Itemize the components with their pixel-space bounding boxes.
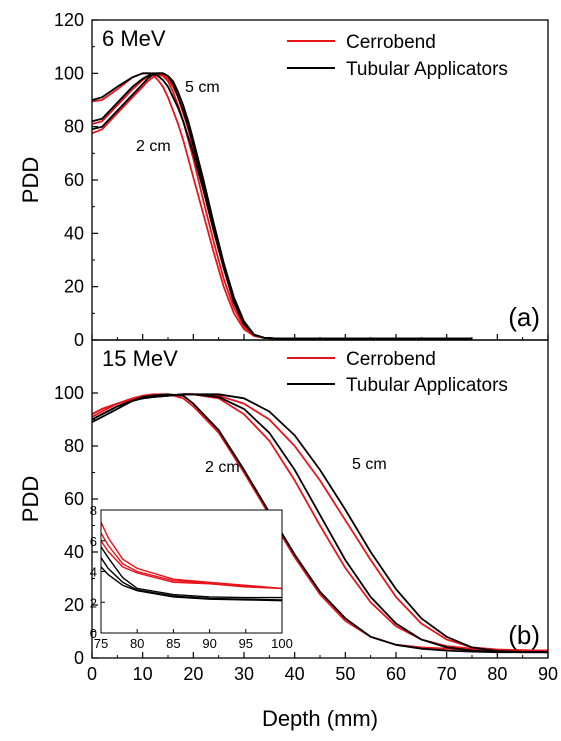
y-tick-label: 40	[64, 542, 84, 562]
inset-series-line	[101, 540, 282, 590]
y-tick-label: 100	[54, 63, 84, 83]
y-axis-label: PDD	[18, 476, 43, 522]
series-line-tubular-5	[92, 393, 548, 654]
inset-series-line	[101, 557, 282, 601]
series-line-cerrobend-2	[92, 73, 472, 340]
inset-x-tick-label: 100	[271, 636, 293, 651]
inset-series-line	[101, 566, 282, 602]
y-tick-label: 0	[74, 648, 84, 668]
y-tick-label: 40	[64, 223, 84, 243]
inset-x-tick-label: 85	[166, 636, 180, 651]
series-group	[92, 72, 472, 340]
y-axis-label: PDD	[18, 157, 43, 203]
legend-entry: Tubular Applicators	[346, 59, 508, 80]
y-tick-label: 0	[74, 330, 84, 350]
legend-entry: Tubular Applicators	[346, 375, 508, 396]
field-size-annotation: 2 cm	[205, 459, 240, 476]
series-line-tubular-3	[92, 72, 472, 340]
inset-y-tick-label: 6	[90, 534, 97, 549]
panel-a: 0 20 40 60 80 100 120 PDD 6 MeV (a) Cerrobend Tubul…	[18, 10, 549, 350]
inset-series-line	[101, 522, 282, 590]
x-tick-label: 0	[87, 664, 97, 684]
x-tick-label: 40	[285, 664, 305, 684]
x-tick-label: 90	[538, 664, 558, 684]
x-tick-label: 80	[487, 664, 507, 684]
panel-label: (a)	[508, 302, 540, 332]
series-line-tubular-5	[92, 72, 472, 340]
inset-y-tick-label: 2	[90, 595, 97, 610]
y-tick-label: 100	[54, 383, 84, 403]
x-tick-label: 30	[234, 664, 254, 684]
inset-y-tick-label: 8	[90, 503, 97, 518]
inset-chart: 0 2 4 6 8 75 80 85 90 95 100	[90, 503, 293, 651]
field-size-annotation: 2 cm	[136, 138, 171, 155]
y-tick-label: 80	[64, 117, 84, 137]
y-tick-label: 20	[64, 277, 84, 297]
series-line-tubular-4	[92, 72, 472, 340]
y-tick-label: 20	[64, 595, 84, 615]
inset-x-tick-label: 75	[94, 636, 108, 651]
x-tick-label: 10	[133, 664, 153, 684]
x-tick-label: 20	[183, 664, 203, 684]
inset-background	[101, 510, 282, 633]
inset-y-tick-label: 0	[90, 626, 97, 641]
y-tick-label: 120	[54, 10, 84, 30]
x-tick-label: 50	[335, 664, 355, 684]
inset-series-group	[101, 522, 282, 602]
x-axis-label: Depth (mm)	[262, 706, 378, 731]
inset-y-tick-label: 4	[90, 565, 97, 580]
inset-series-line	[101, 532, 282, 590]
series-line-cerrobend-0	[92, 72, 472, 340]
legend-entry: Cerrobend	[346, 349, 436, 370]
y-tick-label: 60	[64, 489, 84, 509]
x-tick-label: 60	[386, 664, 406, 684]
energy-label: 15 MeV	[102, 346, 178, 371]
field-size-annotation: 5 cm	[352, 456, 387, 473]
panel-label: (b)	[508, 620, 540, 650]
inset-x-tick-label: 90	[202, 636, 216, 651]
series-line-cerrobend-1	[92, 72, 472, 340]
x-tick-label: 70	[437, 664, 457, 684]
field-size-annotation: 5 cm	[185, 79, 220, 96]
inset-x-tick-label: 80	[130, 636, 144, 651]
inset-series-line	[101, 546, 282, 599]
energy-label: 6 MeV	[102, 26, 166, 51]
legend-entry: Cerrobend	[346, 32, 436, 53]
y-tick-label: 60	[64, 170, 84, 190]
y-tick-label: 80	[64, 436, 84, 456]
inset-x-tick-label: 95	[239, 636, 253, 651]
